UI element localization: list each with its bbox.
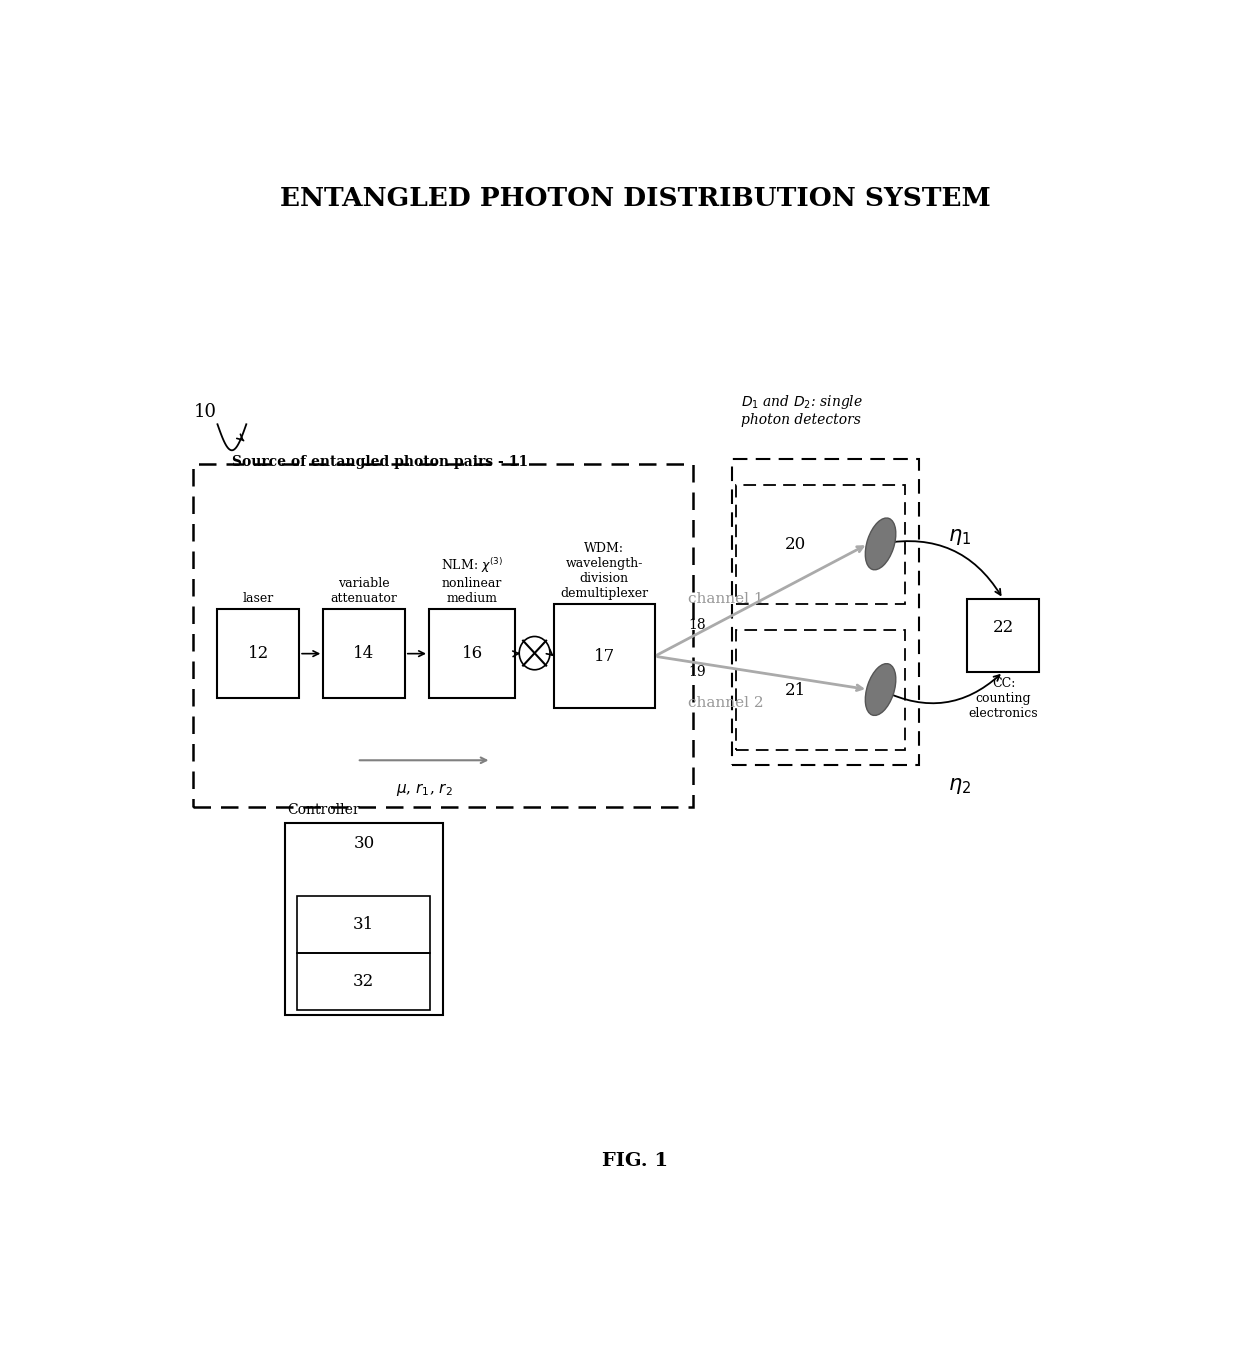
Text: WDM:
wavelength-
division
demultiplexer: WDM: wavelength- division demultiplexer — [560, 542, 649, 600]
Text: 14: 14 — [353, 646, 374, 662]
Text: 19: 19 — [688, 665, 706, 678]
Bar — [324, 609, 404, 698]
Text: channel 1: channel 1 — [688, 592, 764, 607]
Text: NLM: $\chi^{(3)}$
nonlinear
medium: NLM: $\chi^{(3)}$ nonlinear medium — [441, 557, 503, 605]
Text: variable
attenuator: variable attenuator — [331, 577, 398, 605]
Text: 32: 32 — [353, 973, 374, 990]
Bar — [554, 604, 655, 708]
Bar — [737, 485, 905, 604]
Bar — [298, 952, 430, 1011]
Text: 10: 10 — [193, 403, 217, 420]
Text: $\mu$, $r_1$, $r_2$: $\mu$, $r_1$, $r_2$ — [396, 781, 453, 798]
Text: 22: 22 — [992, 619, 1014, 635]
Text: channel 2: channel 2 — [688, 696, 764, 711]
Text: 12: 12 — [248, 646, 269, 662]
Text: 31: 31 — [353, 916, 374, 932]
Ellipse shape — [866, 663, 895, 716]
Bar — [298, 896, 430, 952]
Bar — [429, 609, 516, 698]
Text: Source of entangled photon pairs - 11: Source of entangled photon pairs - 11 — [232, 455, 528, 469]
Text: ENTANGLED PHOTON DISTRIBUTION SYSTEM: ENTANGLED PHOTON DISTRIBUTION SYSTEM — [280, 186, 991, 211]
Text: $\eta_1$: $\eta_1$ — [947, 527, 971, 547]
Bar — [285, 823, 444, 1015]
Text: Controller: Controller — [288, 804, 361, 817]
Bar — [967, 598, 1039, 671]
Ellipse shape — [866, 517, 895, 570]
Text: 16: 16 — [461, 646, 482, 662]
Text: 17: 17 — [594, 647, 615, 665]
Text: 30: 30 — [353, 835, 376, 852]
Text: 20: 20 — [785, 536, 806, 553]
Text: laser: laser — [243, 592, 274, 605]
Text: $\eta_2$: $\eta_2$ — [947, 777, 971, 796]
Bar — [732, 458, 919, 766]
Bar — [193, 463, 693, 807]
Text: FIG. 1: FIG. 1 — [603, 1152, 668, 1170]
Text: $D_1$ and $D_2$: single
photon detectors: $D_1$ and $D_2$: single photon detectors — [742, 393, 863, 427]
Text: 18: 18 — [688, 617, 706, 632]
Bar — [217, 609, 299, 698]
Text: CC:
counting
electronics: CC: counting electronics — [968, 677, 1038, 720]
Bar — [737, 630, 905, 750]
Text: 21: 21 — [785, 681, 806, 698]
